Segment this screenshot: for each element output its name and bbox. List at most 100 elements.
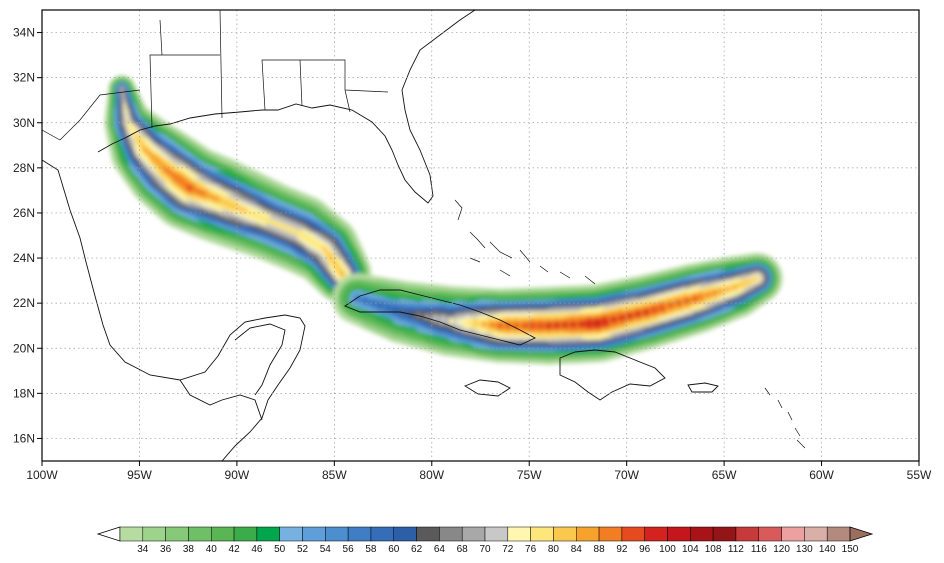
swath-band	[134, 133, 139, 139]
lat-tick-label: 28N	[13, 161, 35, 175]
swath-band	[569, 321, 577, 328]
swath-band	[739, 282, 745, 287]
swath-band	[336, 267, 342, 273]
swath-band	[711, 290, 718, 296]
swath-band	[731, 284, 737, 290]
swath-band	[416, 312, 422, 318]
colorbar-swatch	[165, 526, 189, 542]
colorbar-level-label: 46	[251, 544, 263, 555]
colorbar-swatch	[211, 526, 235, 542]
colorbar-level-label: 36	[160, 544, 172, 555]
swath-band	[545, 322, 552, 329]
swath-band	[339, 271, 345, 277]
colorbar-level-label: 80	[548, 544, 560, 555]
colorbar-swatch	[667, 526, 691, 542]
lon-tick-label: 85W	[322, 468, 347, 482]
swath-band	[505, 322, 512, 329]
colorbar-swatch	[188, 526, 212, 542]
swath-band	[120, 92, 125, 97]
swath-band	[651, 306, 658, 313]
us-gulf-coast	[97, 10, 476, 204]
colorbar-over-arrow	[849, 526, 874, 542]
swath-band	[464, 319, 471, 326]
swath-band	[496, 322, 504, 329]
colorbar-swatch	[484, 526, 509, 542]
colorbar-swatch	[325, 526, 349, 542]
colorbar-under-arrow	[96, 526, 121, 542]
colorbar: 34 36 38 40 42 46 50 52 54 56 58 60 62 64 68 70 72 76 80 84…	[96, 526, 874, 555]
colorbar-swatch	[279, 526, 303, 542]
swath-band	[529, 322, 536, 329]
colorbar-level-label: 42	[229, 544, 241, 555]
swath-band	[618, 314, 625, 321]
colorbar-swatch	[804, 526, 828, 542]
swath-band	[124, 115, 129, 120]
wind-swath	[104, 75, 372, 303]
swath-band	[139, 142, 146, 149]
swath-band	[755, 276, 760, 281]
bahamas-outline	[454, 199, 596, 285]
colorbar-level-label: 62	[411, 544, 423, 555]
swath-band	[594, 320, 601, 327]
colorbar-swatch	[119, 526, 144, 542]
plot-frame	[41, 9, 920, 462]
hispaniola-outline	[559, 349, 666, 401]
swath-band	[626, 312, 634, 319]
colorbar-swatch	[735, 526, 760, 542]
swath-band	[698, 293, 705, 300]
lat-tick-label: 24N	[13, 251, 35, 265]
lon-tick-label: 100W	[26, 468, 58, 482]
swath-band	[456, 318, 463, 325]
colorbar-level-label: 70	[479, 544, 491, 555]
axis-ticks	[37, 32, 920, 466]
swath-band	[317, 243, 324, 250]
lat-tick-label: 20N	[13, 341, 35, 355]
colorbar-level-label: 84	[571, 544, 583, 555]
colorbar-level-label: 108	[705, 544, 722, 555]
lon-tick-label: 60W	[809, 468, 834, 482]
wind-swath	[332, 252, 783, 365]
swath-band	[553, 322, 560, 329]
lat-lon-gridlines	[42, 10, 919, 461]
swath-band	[370, 300, 376, 306]
colorbar-level-label: 104	[682, 544, 699, 555]
swath-band	[448, 318, 455, 325]
colorbar-swatch	[598, 526, 623, 542]
colorbar-level-label: 38	[183, 544, 195, 555]
lat-tick-label: 16N	[13, 431, 35, 445]
colorbar-swatch	[553, 526, 577, 542]
lat-tick-label: 22N	[13, 296, 35, 310]
colorbar-level-label: 112	[728, 544, 744, 555]
colorbar-swatch	[370, 526, 395, 542]
colorbar-swatch	[576, 526, 600, 542]
colorbar-swatch	[416, 526, 440, 542]
swath-band	[355, 296, 360, 301]
swath-band	[521, 322, 528, 329]
colorbar-level-label: 88	[594, 544, 606, 555]
gulf-coastline	[42, 159, 306, 461]
colorbar-swatch	[233, 526, 258, 542]
swath-band	[327, 254, 334, 261]
axis-tick-labels: 100W 95W 90W 85W 80W 75W 70W 65W 60W 55W 16N 18N 20N…	[13, 26, 932, 482]
colorbar-level-label: 64	[434, 544, 446, 555]
swath-band	[377, 303, 383, 308]
colorbar-level-label: 60	[388, 544, 400, 555]
colorbar-swatch	[302, 526, 326, 542]
colorbar-level-label: 56	[343, 544, 355, 555]
lat-tick-label: 32N	[13, 71, 35, 85]
swath-band	[363, 298, 368, 304]
swath-band	[705, 292, 711, 298]
wind-swath-layer	[104, 75, 783, 365]
swath-band	[724, 286, 731, 292]
colorbar-swatch	[256, 526, 280, 542]
swath-band	[602, 318, 609, 325]
lon-tick-label: 90W	[225, 468, 250, 482]
swath-band	[119, 86, 124, 91]
colorbar-swatch	[439, 526, 463, 542]
lon-tick-label: 80W	[419, 468, 444, 482]
swath-band	[675, 300, 682, 307]
swath-band	[537, 322, 544, 329]
lon-tick-label: 70W	[614, 468, 639, 482]
swath-band	[735, 283, 741, 289]
lon-tick-label: 95W	[127, 468, 152, 482]
